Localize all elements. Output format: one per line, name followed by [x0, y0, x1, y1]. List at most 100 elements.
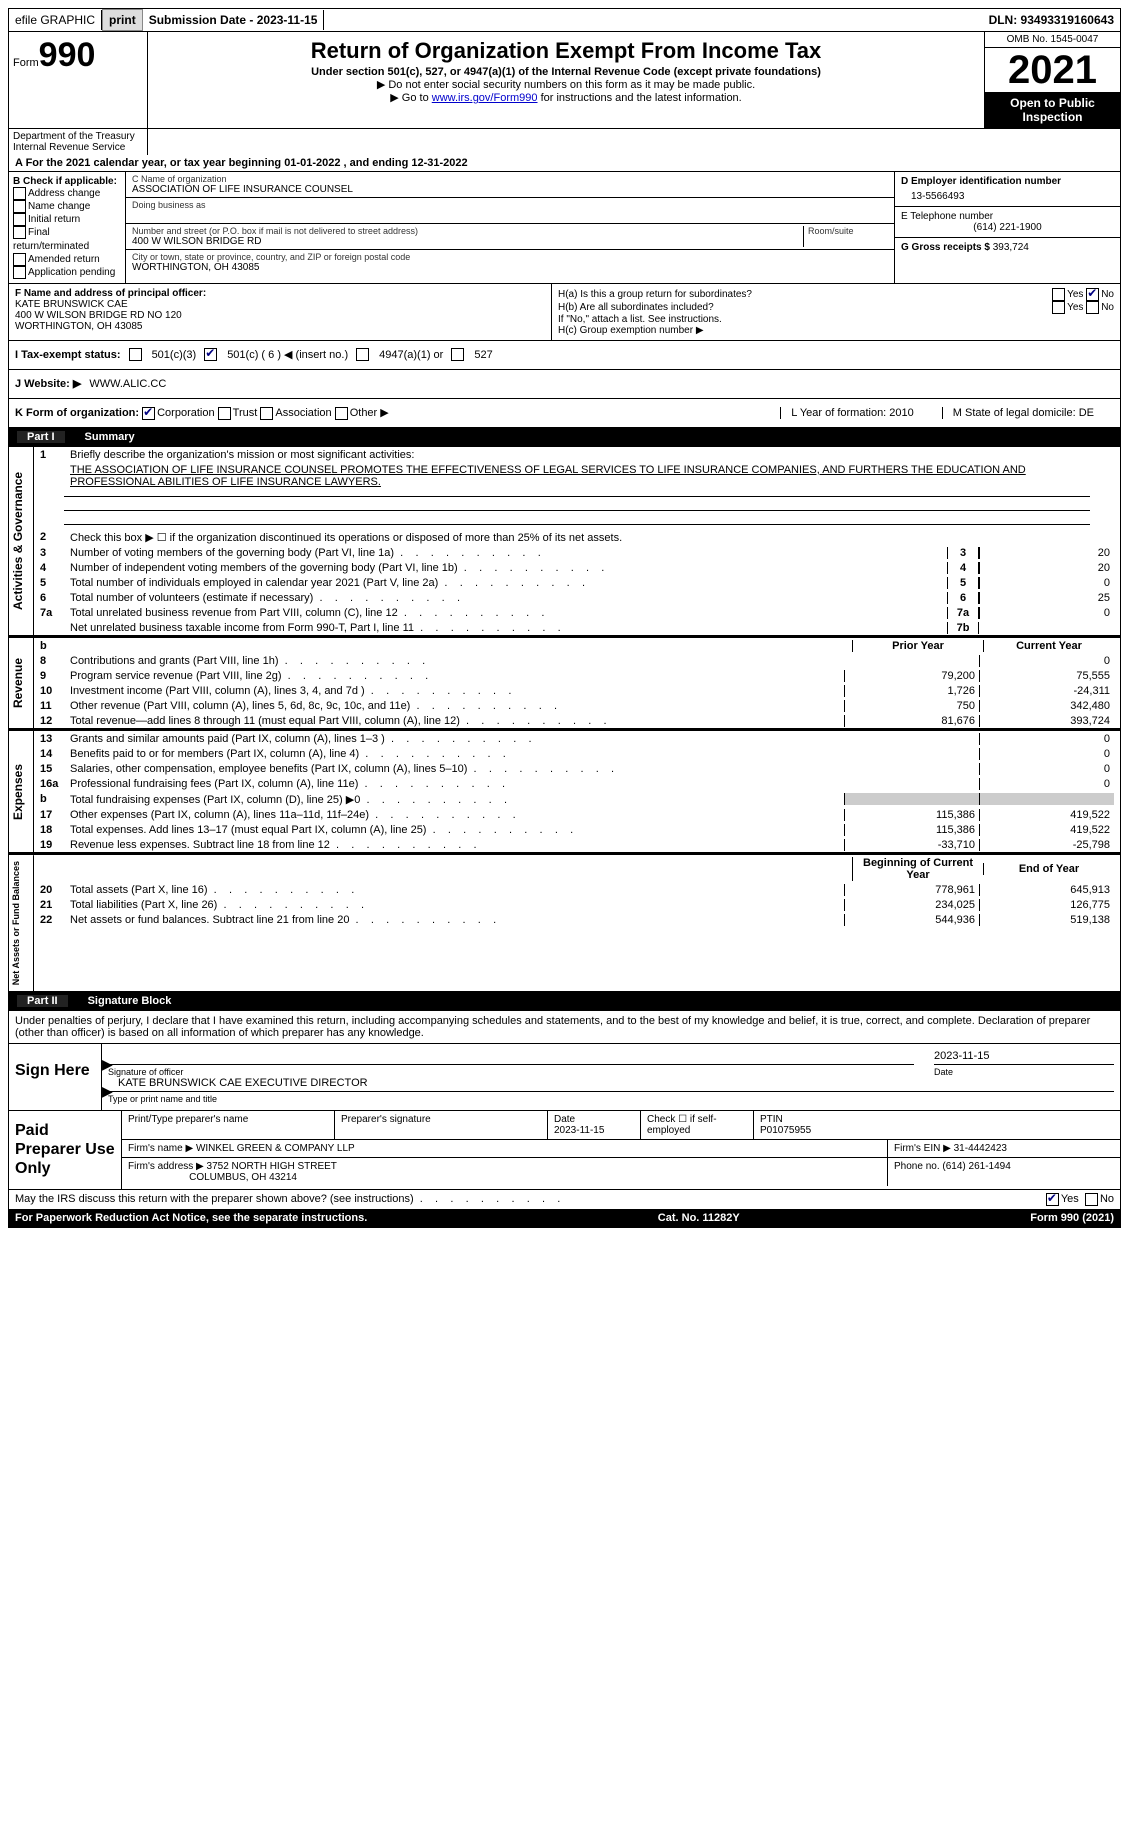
summary-row: 17Other expenses (Part IX, column (A), l…: [34, 807, 1120, 822]
o2: 501(c) ( 6 ) ◀ (insert no.): [227, 348, 348, 361]
summary-row: 20Total assets (Part X, line 16)778,9616…: [34, 882, 1120, 897]
preparer-block: Paid Preparer Use Only Print/Type prepar…: [8, 1111, 1121, 1190]
name-label: C Name of organization: [132, 174, 888, 184]
b-opt-0[interactable]: Address change: [13, 187, 121, 200]
firm-ein-label: Firm's EIN ▶: [894, 1143, 951, 1154]
gross-label: G Gross receipts $: [901, 242, 990, 253]
k-corp[interactable]: [142, 407, 155, 420]
summary-row: 22Net assets or fund balances. Subtract …: [34, 912, 1120, 927]
dln: DLN: 93493319160643: [983, 10, 1120, 30]
tax-status-row: I Tax-exempt status: 501(c)(3) 501(c) ( …: [8, 341, 1121, 370]
officer-addr2: WORTHINGTON, OH 43085: [15, 321, 545, 332]
b-opt-4[interactable]: Amended return: [13, 253, 121, 266]
summary-row: 4Number of independent voting members of…: [34, 560, 1120, 575]
prep-h2: Preparer's signature: [335, 1111, 548, 1139]
summary-row: 8Contributions and grants (Part VIII, li…: [34, 653, 1120, 668]
ha-yes[interactable]: [1052, 288, 1065, 301]
room-label: Room/suite: [808, 226, 888, 236]
ha-no[interactable]: [1086, 288, 1099, 301]
part1-title: Summary: [85, 431, 135, 443]
summary-row: 7aTotal unrelated business revenue from …: [34, 605, 1120, 620]
state-domicile: M State of legal domicile: DE: [942, 407, 1094, 419]
part2-header: Part II Signature Block: [8, 992, 1121, 1011]
tel-block: E Telephone number (614) 221-1900: [895, 207, 1120, 238]
firm-addr1: 3752 NORTH HIGH STREET: [207, 1161, 337, 1172]
ag-section: Activities & Governance 1Briefly describ…: [8, 447, 1121, 636]
i-527[interactable]: [451, 348, 464, 361]
b-opt-3[interactable]: Final return/terminated: [13, 226, 121, 252]
i-501c[interactable]: [204, 348, 217, 361]
prep-left: Paid Preparer Use Only: [9, 1111, 122, 1189]
fgh-row: F Name and address of principal officer:…: [8, 284, 1121, 341]
tel: (614) 221-1900: [901, 222, 1114, 233]
hb-yes[interactable]: [1052, 301, 1065, 314]
no-label2: No: [1101, 302, 1114, 313]
footer-r: Form 990 (2021): [1030, 1212, 1114, 1224]
city: WORTHINGTON, OH 43085: [132, 262, 888, 273]
rev-header: b Prior Year Current Year: [34, 638, 1120, 653]
omb: OMB No. 1545-0047: [985, 32, 1120, 48]
ko4: Other ▶: [350, 407, 389, 419]
hb-no[interactable]: [1086, 301, 1099, 314]
summary-row: 5Total number of individuals employed in…: [34, 575, 1120, 590]
a-line: A For the 2021 calendar year, or tax yea…: [8, 155, 1121, 172]
net-label: Net Assets or Fund Balances: [9, 855, 34, 991]
summary-row: 3Number of voting members of the governi…: [34, 545, 1120, 560]
i-label: I Tax-exempt status:: [15, 349, 121, 361]
summary-row: 21Total liabilities (Part X, line 26)234…: [34, 897, 1120, 912]
ko1: Corporation: [157, 407, 214, 419]
hdr-curr: Current Year: [983, 640, 1114, 652]
k-label: K Form of organization:: [15, 407, 139, 419]
street: 400 W WILSON BRIDGE RD: [132, 236, 803, 247]
summary-row: 9Program service revenue (Part VIII, lin…: [34, 668, 1120, 683]
hdr-eoy: End of Year: [983, 863, 1114, 875]
b-title: B Check if applicable:: [13, 176, 121, 187]
k-assoc[interactable]: [260, 407, 273, 420]
l1-text: THE ASSOCIATION OF LIFE INSURANCE COUNSE…: [70, 464, 1114, 488]
k-trust[interactable]: [218, 407, 231, 420]
dy: Yes: [1061, 1193, 1079, 1205]
i-4947[interactable]: [356, 348, 369, 361]
firm-ein: 31-4442423: [954, 1143, 1007, 1154]
prep-h5: PTIN: [760, 1114, 783, 1125]
inspection-label: Open to Public Inspection: [985, 92, 1120, 128]
b-opt-2[interactable]: Initial return: [13, 213, 121, 226]
k-other[interactable]: [335, 407, 348, 420]
no-label: No: [1101, 289, 1114, 300]
firm-label: Firm's name ▶: [128, 1143, 193, 1154]
net-header: Beginning of Current Year End of Year: [34, 855, 1120, 882]
dba-label: Doing business as: [132, 200, 888, 210]
ag-label: Activities & Governance: [9, 447, 34, 635]
sig-declaration: Under penalties of perjury, I declare th…: [8, 1011, 1121, 1044]
form-word: Form: [13, 57, 39, 69]
year-formation: L Year of formation: 2010: [780, 407, 914, 419]
firm-phone: (614) 261-1494: [942, 1161, 1010, 1172]
firm-name: WINKEL GREEN & COMPANY LLP: [196, 1143, 355, 1154]
rev-section: Revenue b Prior Year Current Year 8Contr…: [8, 636, 1121, 729]
hb-note: If "No," attach a list. See instructions…: [558, 314, 1114, 325]
o3: 4947(a)(1) or: [379, 349, 443, 361]
b-opt-5[interactable]: Application pending: [13, 266, 121, 279]
sign-here-block: Sign Here ▶ Signature of officer 2023-11…: [8, 1044, 1121, 1111]
yes-label: Yes: [1067, 289, 1083, 300]
discuss-yes[interactable]: [1046, 1193, 1059, 1206]
main-block: B Check if applicable: Address change Na…: [8, 172, 1121, 284]
b-opt-1[interactable]: Name change: [13, 200, 121, 213]
sig-name-label: Type or print name and title: [108, 1094, 1114, 1104]
prep-h3: Date: [554, 1114, 575, 1125]
summary-row: 13Grants and similar amounts paid (Part …: [34, 731, 1120, 746]
print-button[interactable]: print: [102, 9, 143, 31]
irs-link[interactable]: www.irs.gov/Form990: [432, 92, 538, 104]
discuss-no[interactable]: [1085, 1193, 1098, 1206]
summary-row: 18Total expenses. Add lines 13–17 (must …: [34, 822, 1120, 837]
i-501c3[interactable]: [129, 348, 142, 361]
sig-date-label: Date: [934, 1067, 1114, 1077]
form-title: Return of Organization Exempt From Incom…: [152, 38, 980, 64]
dept-label: Department of the Treasury Internal Reve…: [9, 129, 148, 155]
officer-addr1: 400 W WILSON BRIDGE RD NO 120: [15, 310, 545, 321]
ein-block: D Employer identification number 13-5566…: [895, 172, 1120, 207]
form-box: Form990: [9, 32, 148, 128]
prep-date: 2023-11-15: [554, 1125, 604, 1136]
ein-label: D Employer identification number: [901, 176, 1114, 187]
form-number: 990: [39, 36, 96, 74]
